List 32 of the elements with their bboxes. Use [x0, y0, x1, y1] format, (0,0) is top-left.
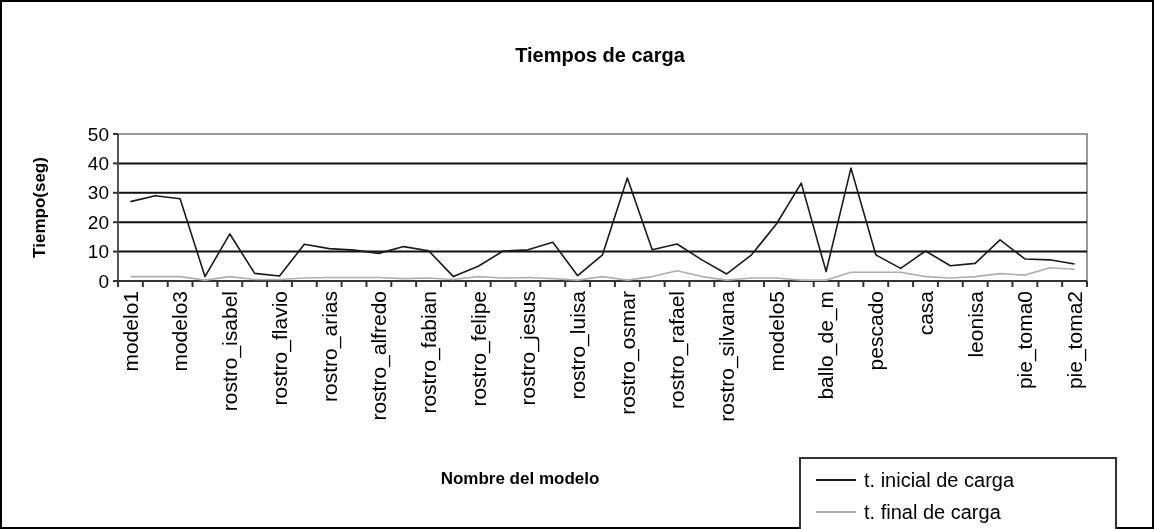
- x-tick-label: pie_toma2: [1062, 291, 1087, 390]
- y-axis-title: Tiempo(seg): [30, 157, 49, 258]
- x-tick-label: rostro_isabel: [218, 291, 243, 412]
- line-series: [129, 266, 1076, 281]
- x-tick-label: rostro_silvana: [715, 290, 740, 422]
- x-tick-label: modelo5: [764, 291, 788, 372]
- y-tick-label: 50: [87, 123, 109, 145]
- x-tick-label: rostro_rafael: [665, 291, 690, 409]
- x-tick-label: leonisa: [963, 290, 987, 358]
- y-tick-label: 20: [87, 211, 109, 233]
- x-tick-label: rostro_flavio: [267, 291, 292, 406]
- x-tick-label: rostro_jesus: [516, 291, 541, 406]
- x-axis-title: Nombre del modelo: [440, 469, 600, 488]
- x-tick-label: rostro_felipe: [466, 291, 491, 407]
- chart-title: Tiempos de carga: [515, 44, 686, 66]
- legend-label: t. final de carga: [864, 501, 1002, 523]
- x-tick-label: rostro_alfredo: [367, 291, 392, 421]
- x-tick-label: pescado: [864, 291, 888, 371]
- x-tick-label: pie_toma0: [1013, 291, 1038, 390]
- x-tick-label: rostro_arias: [317, 291, 342, 402]
- y-tick-label: 0: [98, 270, 109, 292]
- y-tick-label: 40: [87, 153, 109, 175]
- x-tick-label: modelo3: [168, 291, 192, 372]
- x-tick-label: rostro_luisa: [566, 290, 590, 400]
- x-tick-label: rostro_osmar: [615, 290, 640, 415]
- y-tick-label: 30: [87, 182, 109, 204]
- y-tick-label: 10: [87, 241, 109, 263]
- legend-label: t. inicial de carga: [864, 469, 1015, 491]
- x-tick-label: modelo1: [118, 291, 142, 372]
- x-tick-label: ballo_de_m: [814, 291, 839, 400]
- x-tick-label: rostro_fabian: [416, 291, 441, 414]
- x-tick-label: casa: [913, 290, 937, 336]
